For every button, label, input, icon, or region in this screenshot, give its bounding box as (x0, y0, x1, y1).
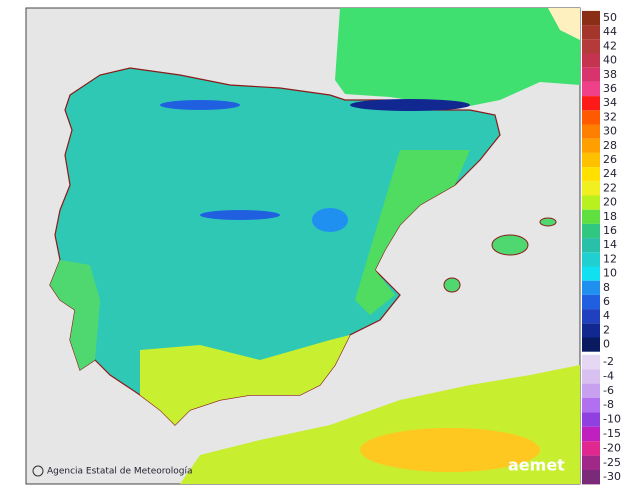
legend-label: -25 (603, 456, 621, 469)
legend-swatch (582, 124, 600, 139)
legend-swatch (582, 238, 600, 253)
legend-label: 20 (603, 196, 617, 209)
legend-swatch (582, 266, 600, 281)
legend-swatch (582, 252, 600, 267)
legend-swatch (582, 280, 600, 295)
west-coast (50, 260, 100, 370)
legend-swatch (582, 138, 600, 153)
legend-swatch (582, 309, 600, 324)
legend-swatch (582, 167, 600, 182)
legend-swatch (582, 294, 600, 310)
legend-swatch (582, 110, 600, 125)
legend-swatch (582, 181, 600, 196)
france (335, 8, 580, 106)
legend-label: 26 (603, 153, 617, 166)
legend-label: 42 (603, 39, 617, 52)
legend-swatch (582, 223, 600, 239)
legend-swatch (582, 39, 600, 54)
legend-label: 30 (603, 125, 617, 138)
legend-swatch (582, 369, 600, 384)
legend-label: -4 (603, 369, 614, 382)
credit-icon (32, 465, 44, 477)
mallorca (491, 234, 529, 256)
legend-swatch (582, 383, 600, 398)
south-warm (140, 335, 350, 425)
credit: Agencia Estatal de Meteorología (47, 467, 193, 477)
legend-label: 32 (603, 110, 617, 123)
legend-label: 28 (603, 139, 617, 152)
legend-swatch (582, 81, 600, 97)
legend-swatch (582, 96, 600, 111)
legend-label: 8 (603, 281, 610, 294)
legend-label: 2 (603, 323, 610, 336)
legend-swatch (582, 337, 600, 352)
legend-label: -30 (603, 470, 621, 483)
mountains-east (312, 208, 348, 232)
mountains-north (160, 100, 240, 110)
legend-swatch (582, 10, 600, 26)
legend-label: 36 (603, 82, 617, 95)
legend-label: 38 (603, 68, 617, 81)
legend-label: 44 (603, 25, 617, 38)
east-coast (355, 150, 470, 315)
legend-swatch (582, 398, 600, 413)
legend-swatch (582, 152, 600, 168)
legend-label: 14 (603, 238, 617, 251)
legend-swatch (582, 354, 600, 370)
mountains-central (200, 210, 280, 220)
legend-label: 12 (603, 252, 617, 265)
africa-hot (360, 428, 540, 472)
legend-swatch (582, 323, 600, 338)
legend-label: 0 (603, 338, 610, 351)
legend-label: 16 (603, 224, 617, 237)
legend-label: 4 (603, 309, 610, 322)
legend-label: -15 (603, 427, 621, 440)
ibiza (443, 277, 461, 293)
legend-label: -8 (603, 398, 614, 411)
legend: 5044424038363432302826242220181614121086… (582, 10, 621, 485)
legend-label: -2 (603, 355, 614, 368)
menorca (539, 217, 557, 227)
pyrenees (350, 99, 470, 111)
legend-swatch (582, 25, 600, 40)
legend-label: -20 (603, 441, 621, 454)
legend-swatch (582, 195, 600, 210)
legend-swatch (582, 67, 600, 82)
legend-label: 50 (603, 11, 617, 24)
legend-label: 6 (603, 295, 610, 308)
logo: aemet (508, 456, 565, 475)
legend-swatch (582, 53, 600, 68)
legend-swatch (582, 455, 600, 470)
legend-swatch (582, 441, 600, 456)
legend-label: 18 (603, 210, 617, 223)
legend-label: 40 (603, 54, 617, 67)
legend-label: 22 (603, 181, 617, 194)
legend-swatch (582, 412, 600, 427)
legend-label: -6 (603, 384, 614, 397)
legend-label: 10 (603, 267, 617, 280)
legend-label: 24 (603, 167, 617, 180)
map: Agencia Estatal de Meteorología aemet (32, 8, 580, 484)
legend-swatch (582, 470, 600, 485)
france-east (548, 8, 580, 40)
legend-label: -10 (603, 413, 621, 426)
legend-swatch (582, 426, 600, 442)
legend-swatch (582, 209, 600, 224)
legend-label: 34 (603, 96, 617, 109)
